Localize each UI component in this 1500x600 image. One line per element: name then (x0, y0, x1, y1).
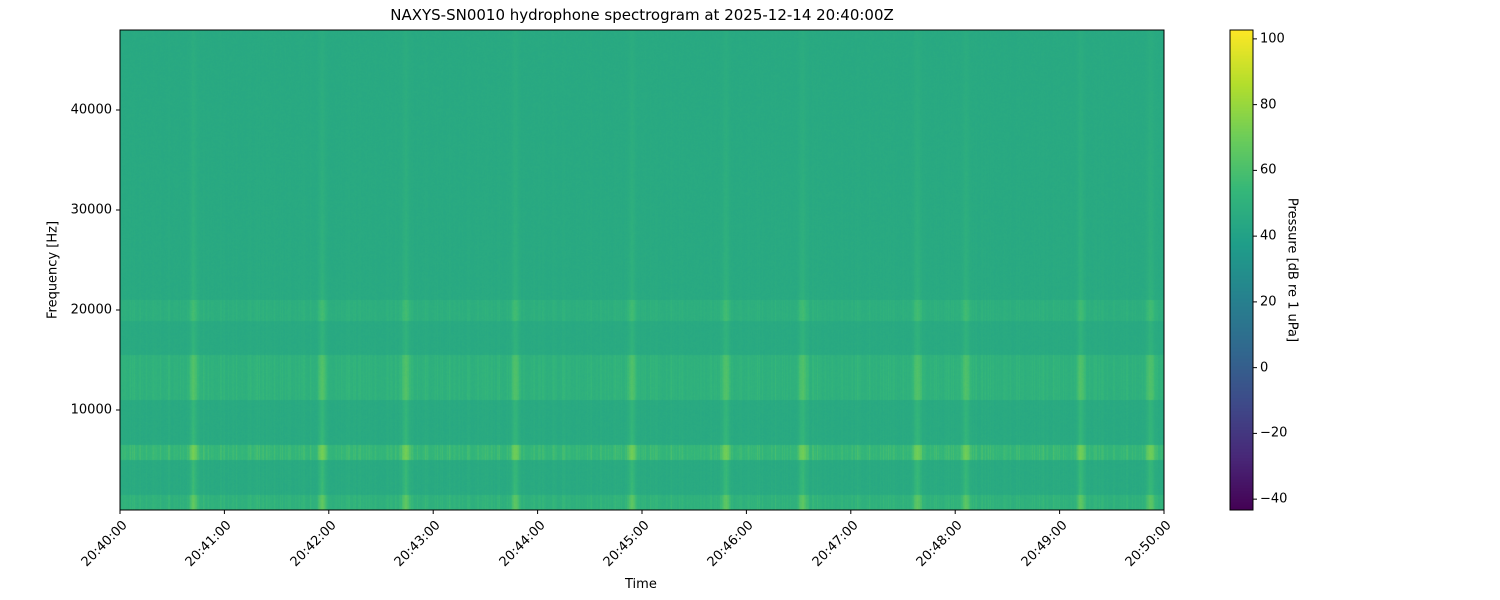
colorbar-tick-label: 80 (1260, 97, 1277, 113)
y-axis-label: Frequency [Hz] (45, 220, 61, 320)
colorbar (1230, 30, 1253, 510)
colorbar-tick-label: 20 (1260, 294, 1277, 310)
y-tick-label: 30000 (70, 202, 112, 218)
plot-frame (119, 29, 1165, 511)
colorbar-tick-label: −20 (1260, 425, 1288, 441)
spectrogram-heatmap (120, 30, 1164, 510)
colorbar-frame (1229, 29, 1254, 511)
y-tick-label: 10000 (70, 402, 112, 418)
x-axis-label: Time (625, 577, 657, 592)
colorbar-tick-label: 0 (1260, 360, 1269, 376)
colorbar-tick-label: 40 (1260, 228, 1277, 244)
colorbar-tick-label: 60 (1260, 162, 1277, 178)
chart-title: NAXYS-SN0010 hydrophone spectrogram at 2… (390, 6, 894, 24)
colorbar-tick-label: −40 (1260, 491, 1288, 507)
y-tick-label: 40000 (70, 102, 112, 118)
colorbar-label: Pressure [dB re 1 uPa] (1284, 197, 1300, 343)
y-tick-label: 20000 (70, 302, 112, 318)
colorbar-tick-label: 100 (1260, 31, 1285, 47)
